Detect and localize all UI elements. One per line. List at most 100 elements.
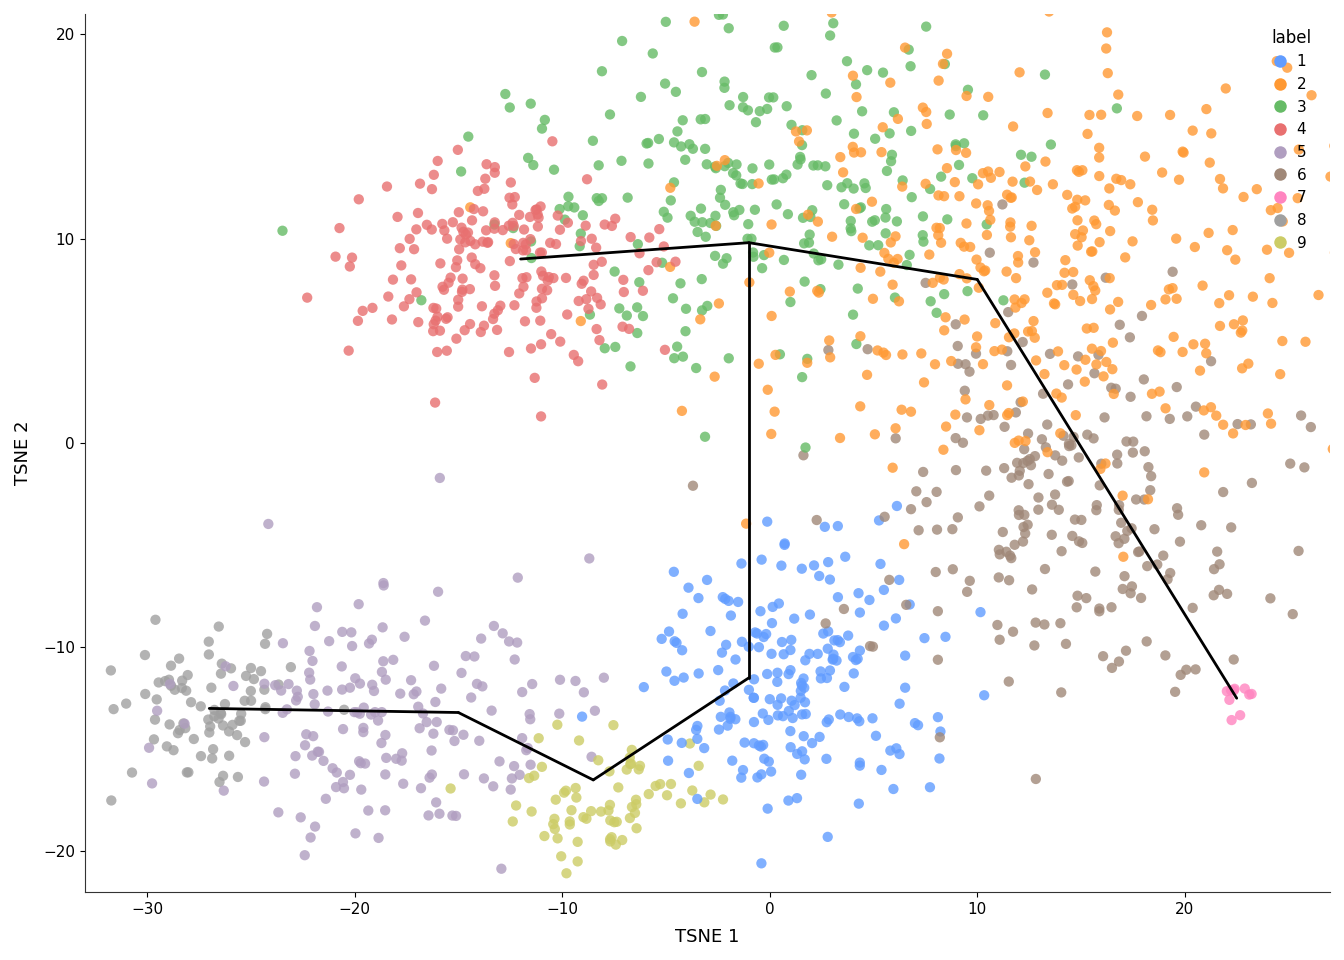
3 xyxy=(766,197,788,212)
2 xyxy=(1054,265,1075,280)
1 xyxy=(746,626,767,641)
2 xyxy=(1001,190,1023,205)
2 xyxy=(915,176,937,191)
2 xyxy=(1231,361,1253,376)
2 xyxy=(872,120,894,135)
6 xyxy=(1064,512,1086,527)
3 xyxy=(823,15,844,31)
3 xyxy=(660,193,681,208)
4 xyxy=(476,223,497,238)
4 xyxy=(473,318,495,333)
5 xyxy=(296,727,317,742)
5 xyxy=(464,649,485,664)
6 xyxy=(1015,526,1036,541)
3 xyxy=(630,89,652,105)
9 xyxy=(621,756,642,772)
2 xyxy=(1086,357,1107,372)
6 xyxy=(1121,579,1142,594)
8 xyxy=(160,678,181,693)
6 xyxy=(1133,372,1154,387)
4 xyxy=(446,331,468,347)
5 xyxy=(212,783,234,799)
9 xyxy=(624,805,645,821)
3 xyxy=(798,235,820,251)
1 xyxy=(793,680,814,695)
2 xyxy=(1159,281,1180,297)
2 xyxy=(883,255,905,271)
3 xyxy=(626,325,648,341)
3 xyxy=(669,276,691,291)
6 xyxy=(1282,607,1304,622)
1 xyxy=(700,623,722,638)
4 xyxy=(484,268,505,283)
4 xyxy=(526,202,547,217)
2 xyxy=(1098,180,1120,196)
5 xyxy=(284,766,305,781)
4 xyxy=(563,348,585,363)
2 xyxy=(1141,202,1163,217)
6 xyxy=(1216,587,1238,602)
6 xyxy=(1051,684,1073,700)
2 xyxy=(1008,254,1030,270)
2 xyxy=(862,194,883,209)
6 xyxy=(1120,329,1141,345)
3 xyxy=(833,197,855,212)
9 xyxy=(598,803,620,818)
1 xyxy=(825,653,847,668)
4 xyxy=(431,279,453,295)
2 xyxy=(1134,149,1156,164)
6 xyxy=(999,572,1020,588)
6 xyxy=(1017,476,1039,492)
1 xyxy=(762,599,784,614)
5 xyxy=(271,706,293,721)
8 xyxy=(180,694,202,709)
2 xyxy=(829,150,851,165)
4 xyxy=(461,250,482,265)
9 xyxy=(519,771,540,786)
2 xyxy=(900,404,922,420)
2 xyxy=(1082,244,1103,259)
1 xyxy=(732,762,754,778)
3 xyxy=(484,217,505,232)
3 xyxy=(973,108,995,123)
5 xyxy=(419,770,441,785)
4 xyxy=(555,271,577,286)
9 xyxy=(602,717,624,732)
9 xyxy=(559,814,581,829)
4 xyxy=(499,253,520,269)
2 xyxy=(949,267,970,282)
3 xyxy=(808,252,829,268)
1 xyxy=(818,572,840,588)
6 xyxy=(988,569,1009,585)
2 xyxy=(1063,264,1085,279)
8 xyxy=(164,682,185,697)
6 xyxy=(1000,548,1021,564)
4 xyxy=(500,175,521,190)
9 xyxy=(599,797,621,812)
9 xyxy=(649,777,671,792)
6 xyxy=(879,572,900,588)
2 xyxy=(974,263,996,278)
3 xyxy=(828,257,849,273)
4 xyxy=(526,300,547,316)
2 xyxy=(1193,465,1215,480)
2 xyxy=(1079,273,1101,288)
8 xyxy=(204,702,226,717)
2 xyxy=(1024,245,1046,260)
2 xyxy=(977,198,999,213)
9 xyxy=(567,853,589,869)
2 xyxy=(945,407,966,422)
3 xyxy=(637,135,659,151)
5 xyxy=(347,705,368,720)
3 xyxy=(762,89,784,105)
4 xyxy=(519,209,540,225)
3 xyxy=(667,124,688,139)
9 xyxy=(645,779,667,794)
9 xyxy=(531,759,552,775)
2 xyxy=(708,296,730,311)
9 xyxy=(700,787,722,803)
1 xyxy=(715,637,737,653)
2 xyxy=(1089,140,1110,156)
6 xyxy=(1101,600,1122,615)
4 xyxy=(513,222,535,237)
